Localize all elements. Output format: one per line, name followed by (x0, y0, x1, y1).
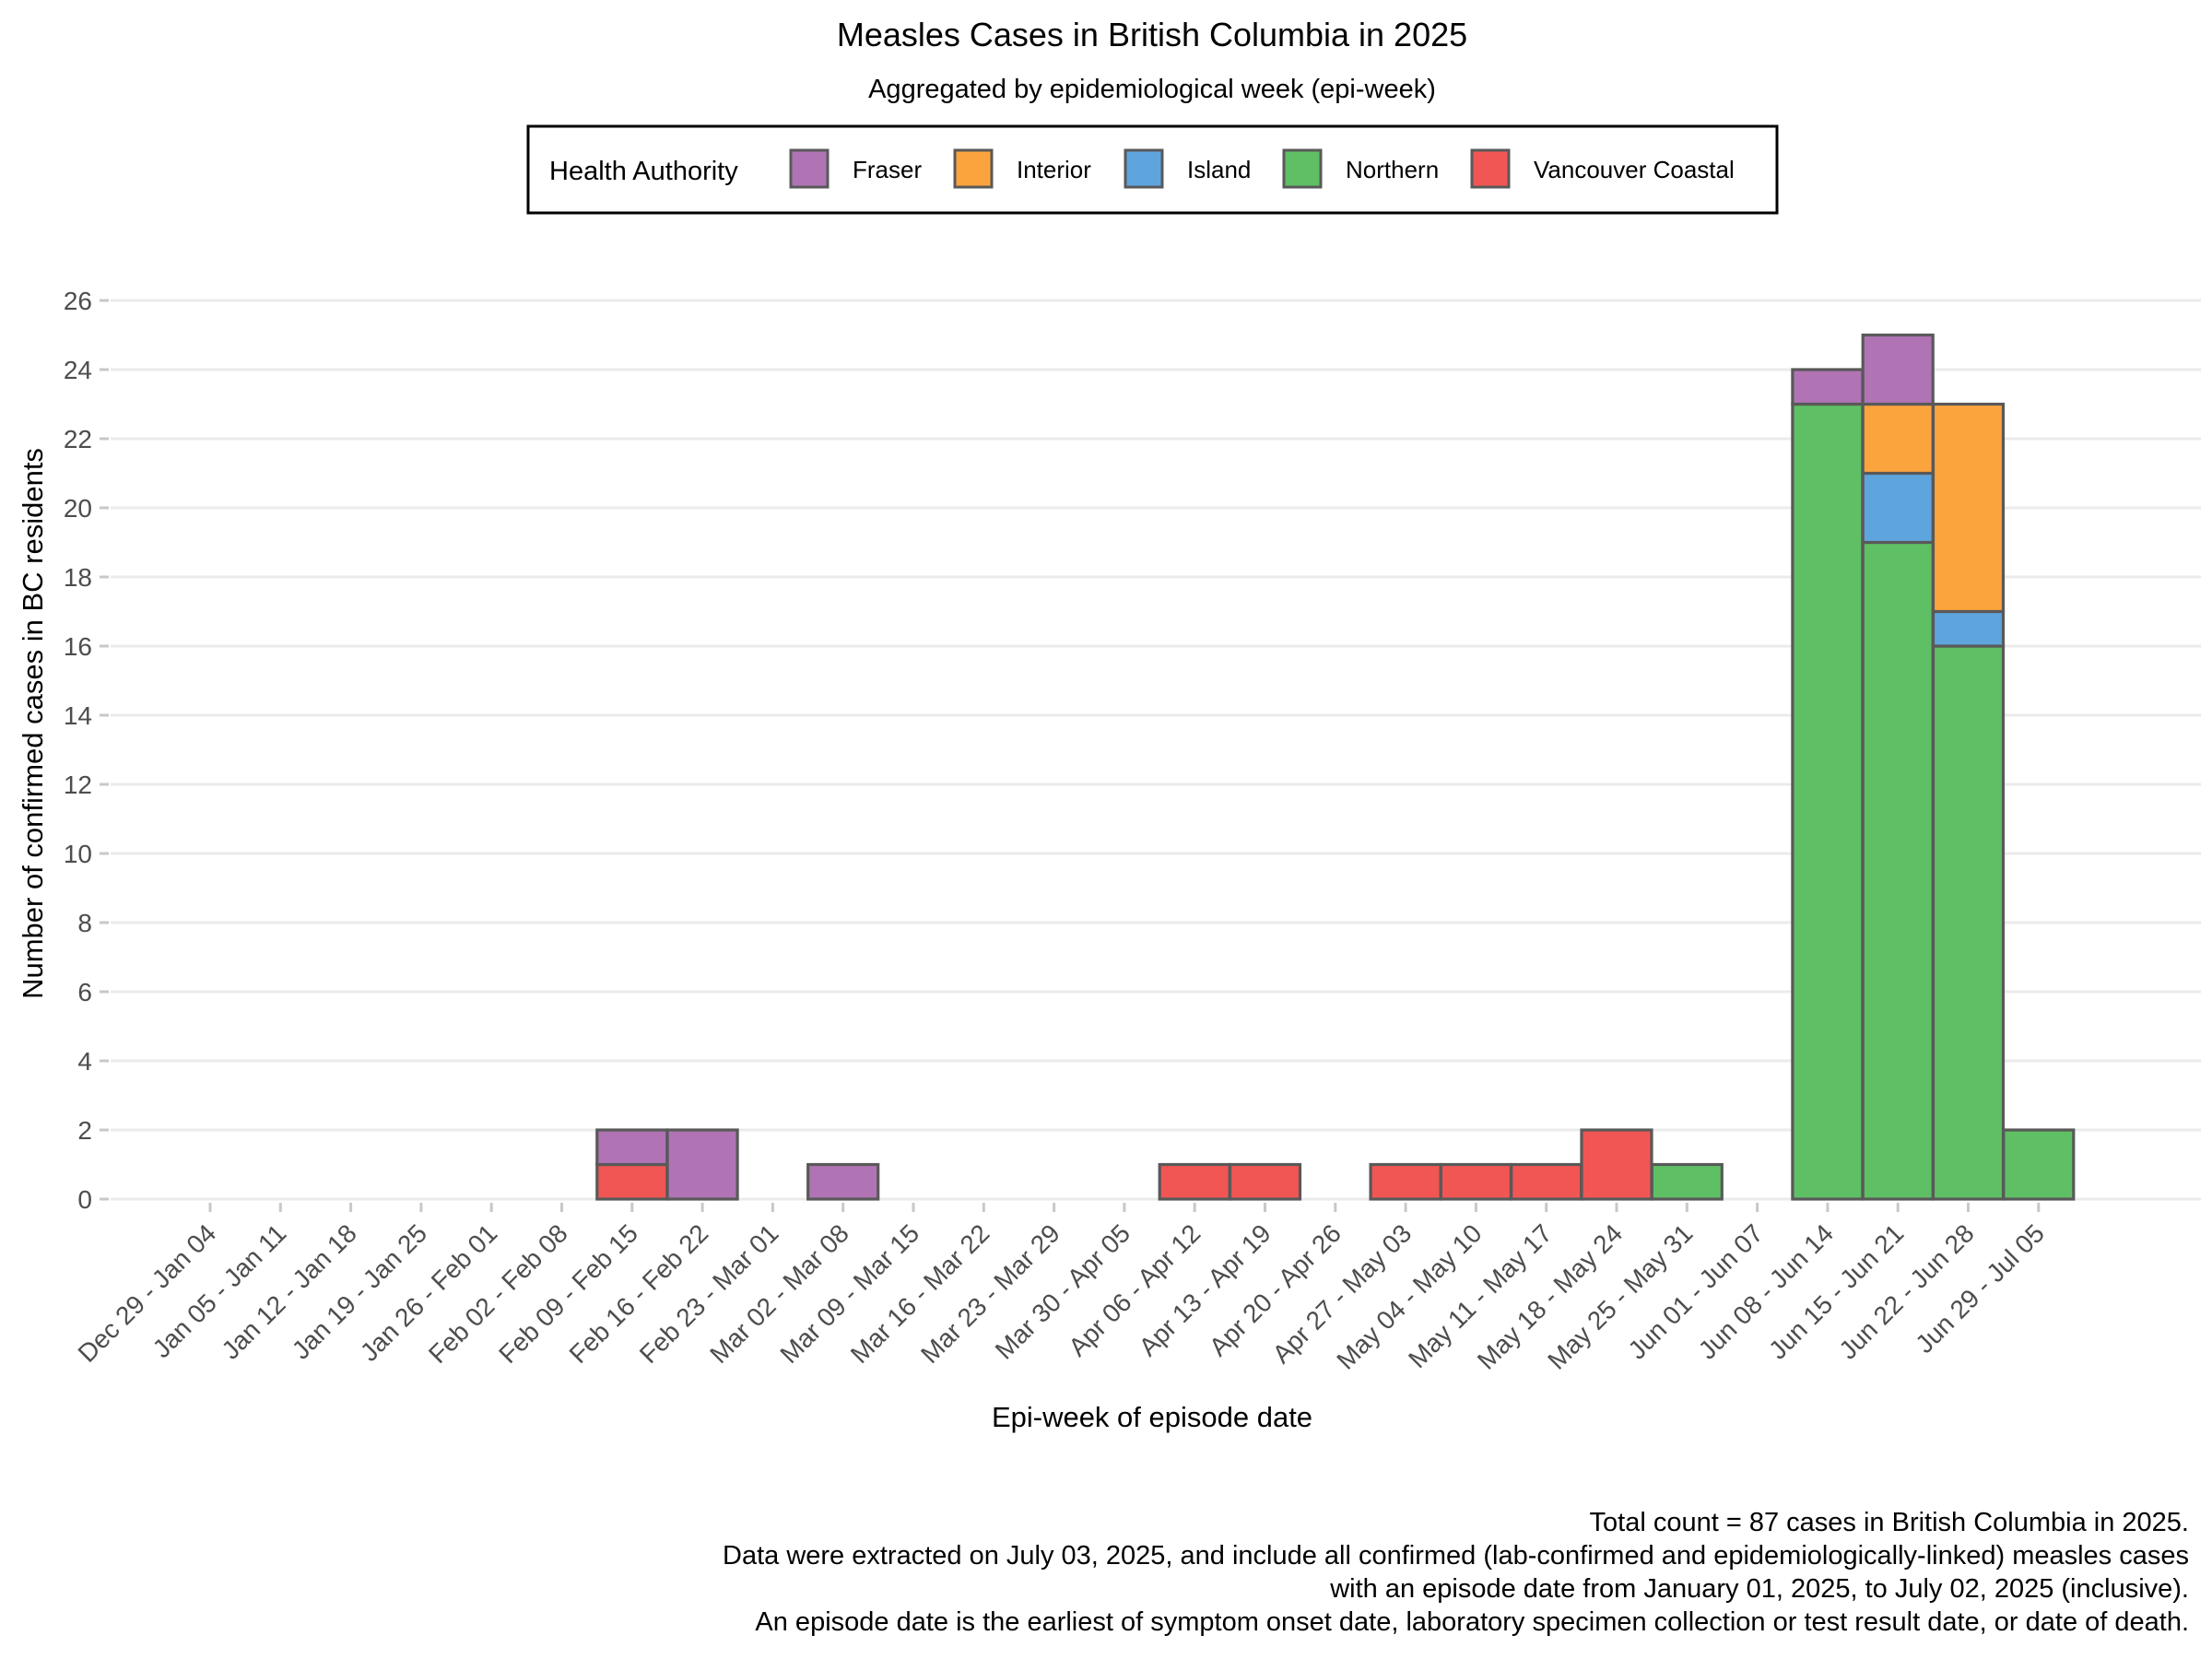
chart-subtitle: Aggregated by epidemiological week (epi-… (868, 75, 1436, 104)
bar-segment: Feb 09 - Feb 15 — Vancouver Coastal: 1 (595, 1162, 669, 1201)
legend-label: Island (1187, 156, 1251, 183)
legend-label: Vancouver Coastal (1534, 156, 1735, 183)
y-tick-label: 4 (77, 1047, 92, 1076)
bar-segment: Feb 09 - Feb 15 — Fraser: 1 (595, 1128, 669, 1167)
y-tick-label: 6 (77, 978, 92, 1006)
y-tick-label: 18 (64, 563, 92, 592)
bar-segment: May 25 - May 31 — Northern: 1 (1650, 1162, 1724, 1201)
y-tick-label: 26 (64, 287, 92, 315)
chart-title: Measles Cases in British Columbia in 202… (837, 16, 1467, 53)
legend-label: Fraser (853, 156, 922, 183)
caption-line-1: Total count = 87 cases in British Columb… (1590, 1508, 2189, 1537)
y-tick-label: 0 (77, 1185, 92, 1214)
bar-segment: Jun 22 - Jun 28 — Northern: 16 (1931, 644, 2006, 1201)
bar-segment: Mar 02 - Mar 08 — Fraser: 1 (806, 1162, 880, 1201)
bar-segment: May 11 - May 17 — Vancouver Coastal: 1 (1510, 1162, 1583, 1201)
legend-label: Interior (1017, 156, 1091, 183)
bar-segment: Jun 08 - Jun 14 — Fraser: 1 (1791, 368, 1865, 406)
caption-line-3: with an episode date from January 01, 20… (1329, 1574, 2189, 1604)
bar-segment: Jun 22 - Jun 28 — Interior: 6 (1931, 402, 2006, 614)
legend: Health Authority Fraser Interior Island Nor… (526, 124, 1779, 215)
bar-segment: Jun 22 - Jun 28 — Island: 1 (1931, 609, 2006, 648)
bar-segment: Apr 27 - May 03 — Vancouver Coastal: 1 (1369, 1162, 1442, 1201)
y-tick-label: 24 (64, 356, 92, 384)
legend-key (1470, 148, 1511, 189)
y-tick-label: 8 (77, 909, 92, 937)
bar-segment: Jun 15 - Jun 21 — Interior: 2 (1861, 402, 1935, 476)
bar-segment: May 04 - May 10 — Vancouver Coastal: 1 (1439, 1162, 1513, 1201)
bar-segment: Jun 29 - Jul 05 — Northern: 2 (2002, 1128, 2076, 1201)
legend-key (1124, 148, 1164, 189)
caption-line-4: An episode date is the earliest of sympt… (755, 1607, 2189, 1637)
legend-title: Health Authority (549, 157, 738, 186)
legend-key (1282, 148, 1323, 189)
legend-key (789, 148, 830, 189)
y-tick-label: 22 (64, 425, 92, 453)
bar-segment: May 18 - May 24 — Vancouver Coastal: 2 (1580, 1128, 1653, 1201)
bar-segment: Jun 15 - Jun 21 — Island: 2 (1861, 471, 1935, 545)
bar-segment: Feb 16 - Feb 22 — Fraser: 2 (665, 1128, 739, 1201)
x-tick-label: Jun 29 - Jul 05 (1910, 1218, 2050, 1359)
y-tick-label: 20 (64, 494, 92, 523)
y-tick-label: 16 (64, 632, 92, 661)
bar-segment: Apr 06 - Apr 12 — Vancouver Coastal: 1 (1158, 1162, 1231, 1201)
bar-segment: Jun 15 - Jun 21 — Northern: 19 (1861, 540, 1935, 1201)
y-tick-label: 14 (64, 701, 92, 730)
caption: Total count = 87 cases in British Columb… (723, 1508, 2189, 1637)
bar-segment: Jun 08 - Jun 14 — Northern: 23 (1791, 402, 1865, 1201)
bar-segment: Apr 13 - Apr 19 — Vancouver Coastal: 1 (1228, 1162, 1302, 1201)
y-tick-label: 2 (77, 1116, 92, 1145)
legend-key (953, 148, 994, 189)
bar-segment: Jun 15 - Jun 21 — Fraser: 2 (1861, 333, 1935, 406)
x-axis-title: Epi-week of episode date (992, 1401, 1312, 1433)
caption-line-2: Data were extracted on July 03, 2025, an… (723, 1541, 2189, 1571)
legend-label: Northern (1346, 156, 1439, 183)
bars: Feb 09 - Feb 15 — Vancouver Coastal: 1Fe… (595, 333, 2076, 1201)
y-axis-title: Number of confirmed cases in BC resident… (17, 448, 49, 999)
y-tick-label: 10 (64, 840, 92, 868)
y-tick-label: 12 (64, 771, 92, 799)
